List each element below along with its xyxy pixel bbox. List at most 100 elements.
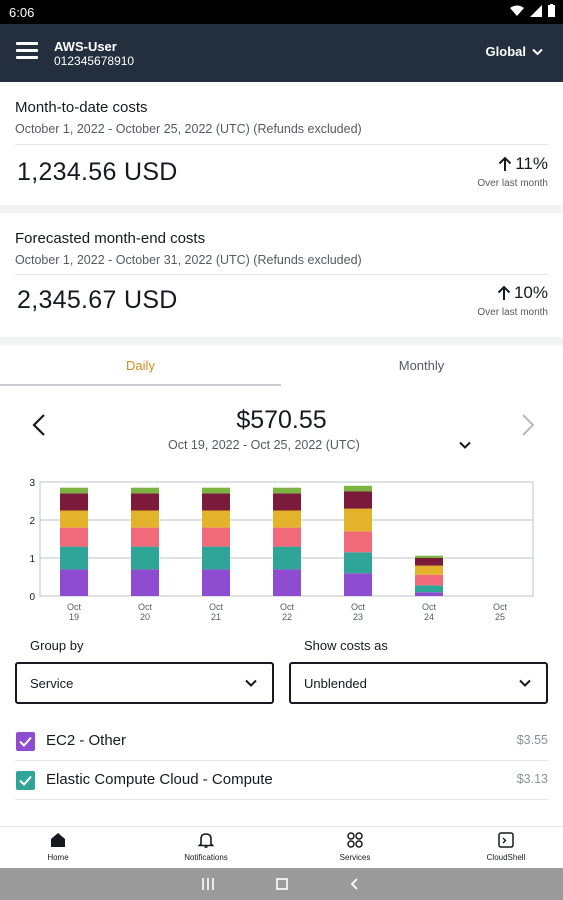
show-costs-select[interactable]: Unblended <box>289 662 548 704</box>
app-bar: AWS-User 012345678910 Global <box>0 24 563 82</box>
x-tick-label: 24 <box>424 612 434 622</box>
forecast-change-value: 10% <box>513 283 548 302</box>
bar-segment <box>60 527 88 547</box>
x-tick-label: Oct <box>493 602 508 612</box>
y-tick-label: 2 <box>29 516 35 527</box>
back-button-icon[interactable] <box>346 876 364 892</box>
forecast-change: 10% <box>497 283 548 303</box>
bar-segment <box>131 487 159 494</box>
bell-icon <box>197 833 215 848</box>
chevron-left-icon[interactable] <box>25 410 55 440</box>
service-checkbox[interactable] <box>16 732 35 751</box>
forecast-amount: 2,345.67 USD <box>17 286 178 314</box>
service-name: EC2 - Other <box>46 732 127 749</box>
y-tick-label: 1 <box>29 554 35 565</box>
x-tick-label: 22 <box>282 612 292 622</box>
chevron-down-icon[interactable] <box>457 437 473 453</box>
arrow-up-icon <box>499 156 512 171</box>
bar-segment <box>131 546 159 570</box>
mtd-range: October 1, 2022 - October 25, 2022 (UTC)… <box>15 122 362 136</box>
account-info: AWS-User 012345678910 <box>54 39 134 68</box>
x-tick-label: Oct <box>67 602 82 612</box>
checkmark-icon <box>19 736 32 747</box>
period-total: $570.55 <box>236 406 327 434</box>
recent-apps-icon[interactable] <box>199 876 217 892</box>
chevron-right-icon[interactable] <box>512 410 542 440</box>
region-label: Global <box>485 44 526 59</box>
status-icons <box>510 4 555 17</box>
home-button-icon[interactable] <box>273 876 291 892</box>
bar-segment <box>60 546 88 570</box>
nav-label: Home <box>47 853 69 862</box>
list-item: Elastic Compute Cloud - Compute $3.13 <box>0 761 563 800</box>
bar-segment <box>273 487 301 494</box>
show-costs-value: Unblended <box>304 676 367 691</box>
hamburger-menu-icon[interactable] <box>16 42 38 64</box>
bar-segment <box>202 510 230 528</box>
tab-indicator <box>0 384 281 386</box>
mtd-change-value: 11% <box>515 154 548 173</box>
nav-notifications[interactable]: Notifications <box>151 831 261 862</box>
terminal-icon <box>498 832 514 848</box>
forecast-costs-card: Forecasted month-end costs October 1, 20… <box>0 213 563 337</box>
x-tick-label: Oct <box>351 602 366 612</box>
service-name: Elastic Compute Cloud - Compute <box>46 771 273 788</box>
bar-segment <box>415 585 443 593</box>
chevron-down-icon <box>532 48 543 55</box>
bar-segment <box>131 569 159 596</box>
service-cost: $3.13 <box>516 772 548 786</box>
forecast-title: Forecasted month-end costs <box>15 230 206 247</box>
period-range: Oct 19, 2022 - Oct 25, 2022 (UTC) <box>168 438 360 452</box>
x-tick-label: Oct <box>138 602 153 612</box>
bar-segment <box>344 531 372 553</box>
account-name: AWS-User <box>54 39 117 54</box>
wifi-icon <box>510 5 524 16</box>
forecast-change-label: Over last month <box>477 307 548 318</box>
x-tick-label: 23 <box>353 612 363 622</box>
bar-segment <box>273 569 301 596</box>
mtd-title: Month-to-date costs <box>15 99 148 116</box>
nav-home[interactable]: Home <box>3 831 113 862</box>
bar-segment <box>344 508 372 532</box>
bar-segment <box>202 569 230 596</box>
arrow-up-icon <box>497 285 511 300</box>
period-tabs: Daily Monthly <box>0 346 563 386</box>
list-item: EC2 - Other $3.55 <box>0 722 563 761</box>
divider <box>15 799 548 800</box>
section-separator <box>0 337 563 345</box>
x-tick-label: 19 <box>69 612 79 622</box>
tab-monthly[interactable]: Monthly <box>398 358 445 373</box>
bar-segment <box>273 527 301 547</box>
bar-segment <box>131 527 159 547</box>
nav-label: Notifications <box>184 853 228 862</box>
show-costs-label: Show costs as <box>304 638 388 653</box>
region-selector[interactable]: Global <box>486 44 543 59</box>
bar-segment <box>273 493 301 511</box>
bar-segment <box>415 592 443 596</box>
bar-segment <box>415 565 443 575</box>
bar-segment <box>273 546 301 570</box>
tab-daily[interactable]: Daily <box>126 358 155 373</box>
status-bar: 6:06 <box>0 0 563 24</box>
bar-segment <box>202 487 230 494</box>
bar-segment <box>131 510 159 528</box>
nav-services[interactable]: Services <box>300 831 410 862</box>
x-tick-label: 21 <box>211 612 221 622</box>
x-tick-label: Oct <box>422 602 437 612</box>
nav-label: Services <box>339 853 371 862</box>
service-checkbox[interactable] <box>16 771 35 790</box>
system-nav-bar <box>0 868 563 900</box>
group-by-select[interactable]: Service <box>15 662 274 704</box>
nav-cloudshell[interactable]: CloudShell <box>451 831 561 862</box>
bar-segment <box>415 555 443 558</box>
x-tick-label: 25 <box>495 612 505 622</box>
x-tick-label: Oct <box>209 602 224 612</box>
grid-icon <box>347 832 363 848</box>
bar-segment <box>60 569 88 596</box>
bar-segment <box>344 491 372 509</box>
bar-segment <box>202 546 230 570</box>
bar-segment <box>202 527 230 547</box>
bar-segment <box>60 493 88 511</box>
status-time: 6:06 <box>9 5 35 20</box>
